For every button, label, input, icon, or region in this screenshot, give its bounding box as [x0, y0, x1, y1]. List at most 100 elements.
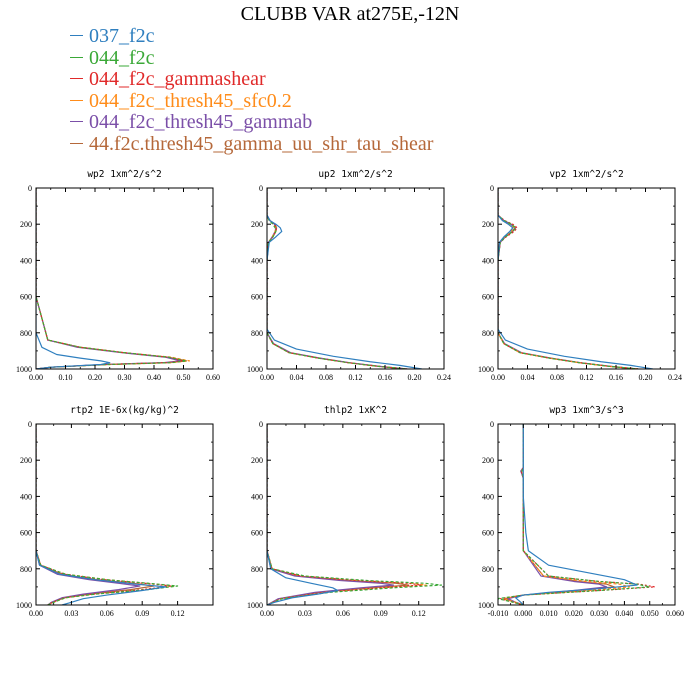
legend-swatch: [70, 99, 83, 101]
x-tick-label: 0.03: [64, 609, 78, 618]
series-line: [498, 188, 639, 369]
series-line: [36, 424, 179, 605]
x-tick-label: 0.03: [298, 609, 312, 618]
y-tick-label: 0: [28, 420, 32, 429]
y-tick-label: 800: [20, 565, 32, 574]
series-line: [267, 424, 395, 605]
chart-panel: wp3 1xm^3/s^3 0 200 400 600 800 1000-0.010 0.00…: [478, 405, 684, 618]
series-line: [36, 424, 141, 605]
series-line: [267, 188, 408, 369]
panel-title: vp2 1xm^2/s^2: [549, 169, 623, 180]
y-tick-label: 400: [482, 492, 494, 501]
legend-item: 044_f2c_gammashear: [70, 68, 433, 91]
x-tick-label: 0.030: [590, 609, 608, 618]
series-line: [267, 424, 339, 605]
legend-item: 44.f2c.thresh45_gamma_uu_shr_tau_shear: [70, 132, 434, 156]
legend-label: 044_f2c: [89, 46, 155, 69]
y-tick-label: 200: [20, 220, 32, 229]
series-line: [498, 188, 639, 369]
series-line: [267, 188, 422, 369]
y-tick-label: 0: [259, 184, 263, 193]
y-tick-label: 200: [251, 220, 263, 229]
plot-frame: [266, 187, 445, 370]
y-tick-label: 400: [251, 256, 263, 265]
x-tick-label: 0.04: [521, 373, 535, 382]
legend-label: 044_f2c_thresh45_sfc0.2: [89, 89, 292, 112]
x-tick-label: 0.12: [580, 373, 594, 382]
legend-item: 044_f2c_thresh45_sfc0.2: [70, 89, 433, 113]
y-tick-label: 600: [482, 529, 494, 538]
series-line: [267, 188, 408, 369]
legend-item: 037_f2c: [70, 25, 433, 48]
y-tick-label: 0: [28, 184, 32, 193]
x-tick-label: 0.30: [118, 373, 132, 382]
series-line: [267, 424, 427, 605]
x-tick-label: 0.09: [135, 609, 149, 618]
series-line: [498, 424, 651, 605]
legend-swatch: [70, 121, 83, 123]
series-line: [267, 188, 408, 369]
x-tick-label: 0.00: [260, 373, 274, 382]
x-tick-label: 0.12: [349, 373, 363, 382]
plot-frame: [266, 423, 445, 606]
y-tick-label: 800: [20, 329, 32, 338]
y-tick-label: 400: [251, 492, 263, 501]
y-tick-label: 400: [20, 256, 32, 265]
x-tick-label: 0.00: [491, 373, 505, 382]
y-tick-label: 1000: [247, 365, 263, 374]
legend-label: 44.f2c.thresh45_gamma_uu_shr_tau_shear: [89, 132, 434, 155]
legend-label: 044_f2c_gammashear: [89, 68, 266, 91]
y-tick-label: 400: [482, 256, 494, 265]
series-line: [36, 188, 185, 369]
x-tick-label: 0.60: [206, 373, 220, 382]
y-tick-label: 600: [251, 529, 263, 538]
legend-label: 037_f2c: [89, 25, 155, 47]
x-tick-label: 0.09: [374, 609, 388, 618]
series-line: [498, 188, 653, 369]
y-tick-label: 200: [482, 220, 494, 229]
series-group: [36, 188, 190, 369]
series-line: [267, 188, 408, 369]
series-line: [36, 188, 190, 369]
plot-frame: [35, 187, 214, 370]
x-tick-label: -0.010: [488, 609, 509, 618]
series-line: [267, 424, 443, 605]
series-line: [36, 188, 188, 369]
x-tick-label: 0.16: [609, 373, 623, 382]
x-tick-label: 0.16: [378, 373, 392, 382]
legend-swatch: [70, 34, 83, 36]
x-tick-label: 0.08: [550, 373, 564, 382]
y-tick-label: 200: [20, 456, 32, 465]
legend-swatch: [70, 142, 83, 144]
series-line: [498, 188, 639, 369]
panel-title: rtp2 1E-6x(kg/kg)^2: [70, 405, 179, 416]
y-tick-label: 0: [490, 420, 494, 429]
legend-label: 044_f2c_thresh45_gammab: [89, 111, 313, 134]
series-line: [498, 188, 639, 369]
series-line: [36, 424, 173, 605]
x-tick-label: 0.12: [412, 609, 426, 618]
x-tick-label: 0.00: [29, 373, 43, 382]
x-tick-label: 0.050: [641, 609, 659, 618]
x-tick-label: 0.20: [408, 373, 422, 382]
y-tick-label: 400: [20, 492, 32, 501]
legend-swatch: [70, 56, 83, 58]
series-line: [36, 424, 167, 605]
x-tick-label: 0.20: [88, 373, 102, 382]
x-tick-label: 0.06: [100, 609, 114, 618]
panel-title: wp3 1xm^3/s^3: [549, 405, 623, 416]
x-tick-label: 0.020: [565, 609, 583, 618]
x-tick-label: 0.04: [290, 373, 304, 382]
x-tick-label: 0.50: [177, 373, 191, 382]
panel-title: up2 1xm^2/s^2: [318, 169, 392, 180]
y-tick-label: 1000: [478, 365, 494, 374]
x-tick-label: 0.06: [336, 609, 350, 618]
x-tick-label: 0.010: [540, 609, 558, 618]
legend: 037_f2c 044_f2c 044_f2c_gammashear 044_f2c_…: [70, 25, 434, 156]
